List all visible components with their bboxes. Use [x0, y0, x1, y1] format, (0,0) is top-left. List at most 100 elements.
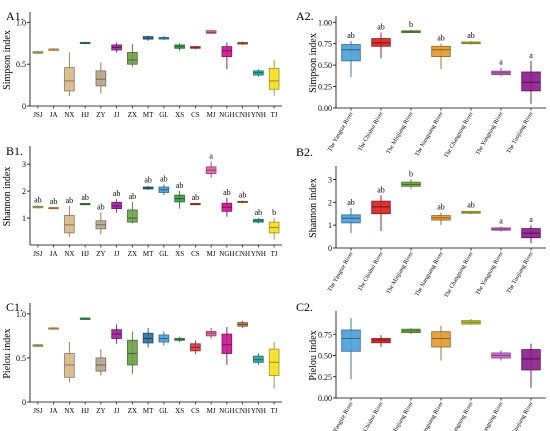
x-tick-label: YNH	[251, 111, 266, 119]
x-tick-label: NX	[64, 407, 74, 415]
box-b1-1: JA ab	[48, 197, 59, 258]
x-tick-label: YNH	[251, 407, 266, 415]
y-tick-label: 0	[22, 398, 26, 407]
box-a1-10: CS	[190, 45, 201, 119]
significance-letter: ab	[129, 192, 137, 201]
x-tick-label: CS	[191, 407, 200, 415]
x-tick-label: MJ	[207, 250, 216, 258]
x-tick-label: TJ	[271, 250, 278, 258]
box-b2-6: The Tuojiang River a	[506, 215, 541, 295]
x-tick-label: JJ	[114, 407, 120, 415]
significance-letter: ab	[467, 31, 475, 40]
box-b1-13: CNH ab	[235, 191, 250, 258]
y-tick-label: 0.5	[16, 60, 26, 69]
box-b1-5: JJ ab	[111, 189, 122, 258]
significance-letter: ab	[347, 198, 355, 207]
x-tick-label: The Chishui River	[357, 111, 384, 152]
y-tick-label: 0.00	[318, 104, 332, 113]
significance-letter: ab	[97, 203, 105, 212]
x-tick-label: The Changning River	[444, 111, 475, 159]
significance-letter: ab	[50, 197, 58, 206]
significance-letter: ab	[192, 193, 200, 202]
significance-letter: ab	[347, 31, 355, 40]
box-b1-10: CS ab	[190, 193, 201, 258]
significance-letter: ab	[160, 174, 168, 183]
box-c1-1: JA	[48, 327, 59, 415]
box-body	[95, 70, 107, 87]
x-tick-label: XS	[175, 407, 184, 415]
x-tick-label: XS	[175, 111, 184, 119]
box-body	[268, 67, 280, 90]
x-tick-label: The Chishui River	[357, 251, 384, 292]
x-tick-label: CNH	[235, 250, 250, 258]
box-a1-8: GL	[158, 35, 170, 119]
box-body	[341, 44, 361, 62]
x-tick-label: JSJ	[33, 111, 43, 119]
box-a1-6: ZX	[127, 44, 138, 119]
significance-letter: ab	[144, 176, 152, 185]
box-b1-14: YNH ab	[251, 208, 266, 258]
significance-letter: ab	[81, 193, 89, 202]
x-tick-label: The Changning River	[444, 401, 475, 431]
box-a2-3: The Nanguang River ab	[414, 34, 451, 158]
x-tick-label: ZX	[128, 407, 137, 415]
box-c1-0: JSJ	[32, 343, 44, 415]
x-tick-label: NGH	[219, 250, 234, 258]
x-tick-label: MT	[143, 111, 154, 119]
box-c1-8: GL	[158, 331, 170, 415]
x-tick-label: CNH	[235, 407, 250, 415]
x-tick-label: JA	[50, 111, 58, 119]
box-c2-0: The Yangtze River	[327, 318, 361, 431]
box-body	[221, 333, 233, 354]
x-tick-label: MT	[143, 250, 154, 258]
x-tick-label: YNH	[251, 250, 266, 258]
x-tick-label: HJ	[81, 407, 89, 415]
box-c2-2: The Minjiang River	[386, 328, 421, 431]
x-tick-label: JA	[50, 250, 58, 258]
x-tick-label: ZX	[128, 111, 137, 119]
significance-letter: ab	[239, 191, 247, 200]
y-tick-label: 0.50	[318, 61, 332, 70]
box-body	[127, 339, 138, 366]
box-b2-0: The Yangtze River ab	[327, 198, 361, 293]
y-axis-label: Pielou index	[2, 328, 13, 378]
x-tick-label: MJ	[207, 407, 216, 415]
x-tick-label: The Yongning River	[475, 111, 505, 156]
y-tick-label: 0.75	[318, 330, 332, 339]
y-tick-label: 3	[328, 175, 332, 184]
box-a1-1: JA	[48, 48, 59, 119]
box-body	[64, 214, 75, 234]
box-c2-6: The Tuojiang River	[506, 343, 541, 431]
box-body	[431, 331, 451, 348]
box-a1-0: JSJ	[32, 50, 44, 119]
x-tick-label: GL	[159, 407, 168, 415]
panel-a1: A1. Simpson index 0 0.5 1.0 JSJ JA NX HJ ZY JJ ZX MT…	[2, 9, 282, 119]
box-c1-9: XS	[174, 336, 185, 415]
panel-label: C1.	[6, 300, 23, 314]
box-body	[431, 45, 451, 57]
x-tick-label: The Tuojiang River	[506, 251, 535, 295]
significance-letter: ab	[437, 34, 445, 43]
x-tick-label: The Yangtze River	[327, 401, 355, 431]
box-c1-6: ZX	[127, 331, 138, 415]
significance-letter: ab	[223, 188, 231, 197]
panel-label: B1.	[6, 144, 23, 158]
box-body	[64, 67, 75, 92]
box-b1-8: GL ab	[158, 174, 170, 258]
x-tick-label: The Nanguang River	[414, 111, 444, 158]
x-tick-label: JSJ	[33, 250, 43, 258]
y-tick-label: 3	[22, 160, 26, 169]
x-tick-label: The Yongning River	[475, 251, 505, 296]
x-tick-label: The Minjiang River	[386, 251, 415, 295]
box-c1-5: JJ	[111, 324, 122, 415]
significance-letter: ab	[66, 196, 74, 205]
y-tick-label: 0.25	[318, 373, 332, 382]
box-b1-15: TJ b	[268, 208, 280, 258]
x-tick-label: ZY	[96, 250, 105, 258]
x-tick-label: The Minjiang River	[386, 111, 415, 155]
box-a1-5: JJ	[111, 42, 122, 119]
box-b1-7: MT ab	[142, 176, 154, 258]
significance-letter: ab	[113, 189, 121, 198]
y-tick-label: 1	[328, 221, 332, 230]
significance-letter: ab	[377, 185, 385, 194]
